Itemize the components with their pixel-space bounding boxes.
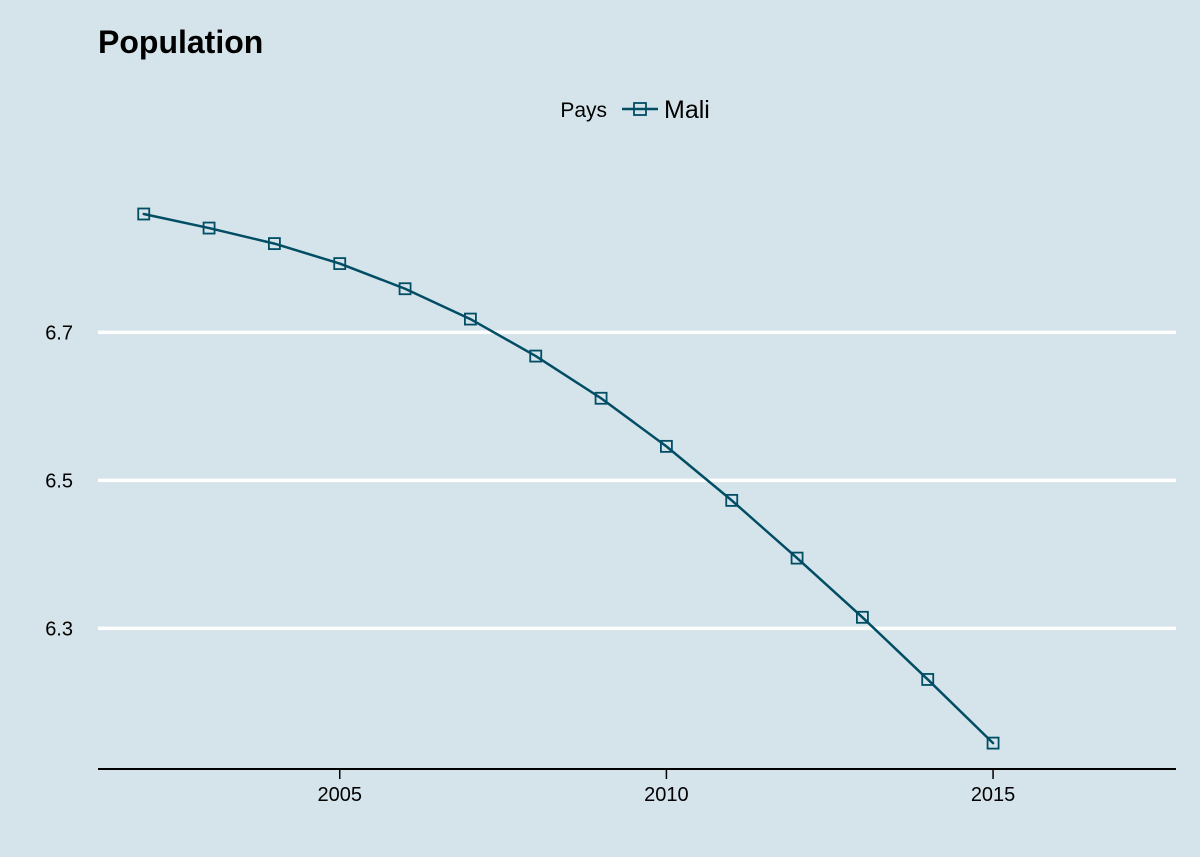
series-line [142,212,995,745]
data-point-marker [333,257,347,270]
data-point-marker [463,312,477,326]
x-tick-label: 2005 [317,784,362,806]
axis-ticks: 6.3 6.5 6.7 2005 2010 2015 [45,322,1015,806]
legend-entry-mali: Mali [664,96,710,124]
grid-lines [98,330,1176,631]
legend-swatch-marker [633,102,647,116]
chart-title: Population [98,24,263,60]
data-point-marker [529,349,543,363]
data-point-marker [790,551,804,565]
legend-title: Pays [560,99,607,122]
data-point-marker [856,610,869,624]
y-tick-label: 6.7 [45,322,73,344]
y-tick-label: 6.5 [45,470,73,492]
data-point-marker [137,207,151,221]
data-point-marker [986,736,1000,750]
data-point-marker [921,673,935,686]
y-tick-label: 6.3 [45,618,73,640]
data-point-marker [660,439,673,453]
series-mali [137,207,1000,750]
x-tick-label: 2015 [971,784,1016,806]
data-point-marker [202,221,216,235]
data-point-marker [267,237,281,251]
data-point-marker [725,493,739,507]
data-point-marker [594,391,608,405]
data-point-marker [398,282,412,296]
legend: Pays Mali [560,96,710,124]
x-tick-label: 2010 [644,784,689,806]
